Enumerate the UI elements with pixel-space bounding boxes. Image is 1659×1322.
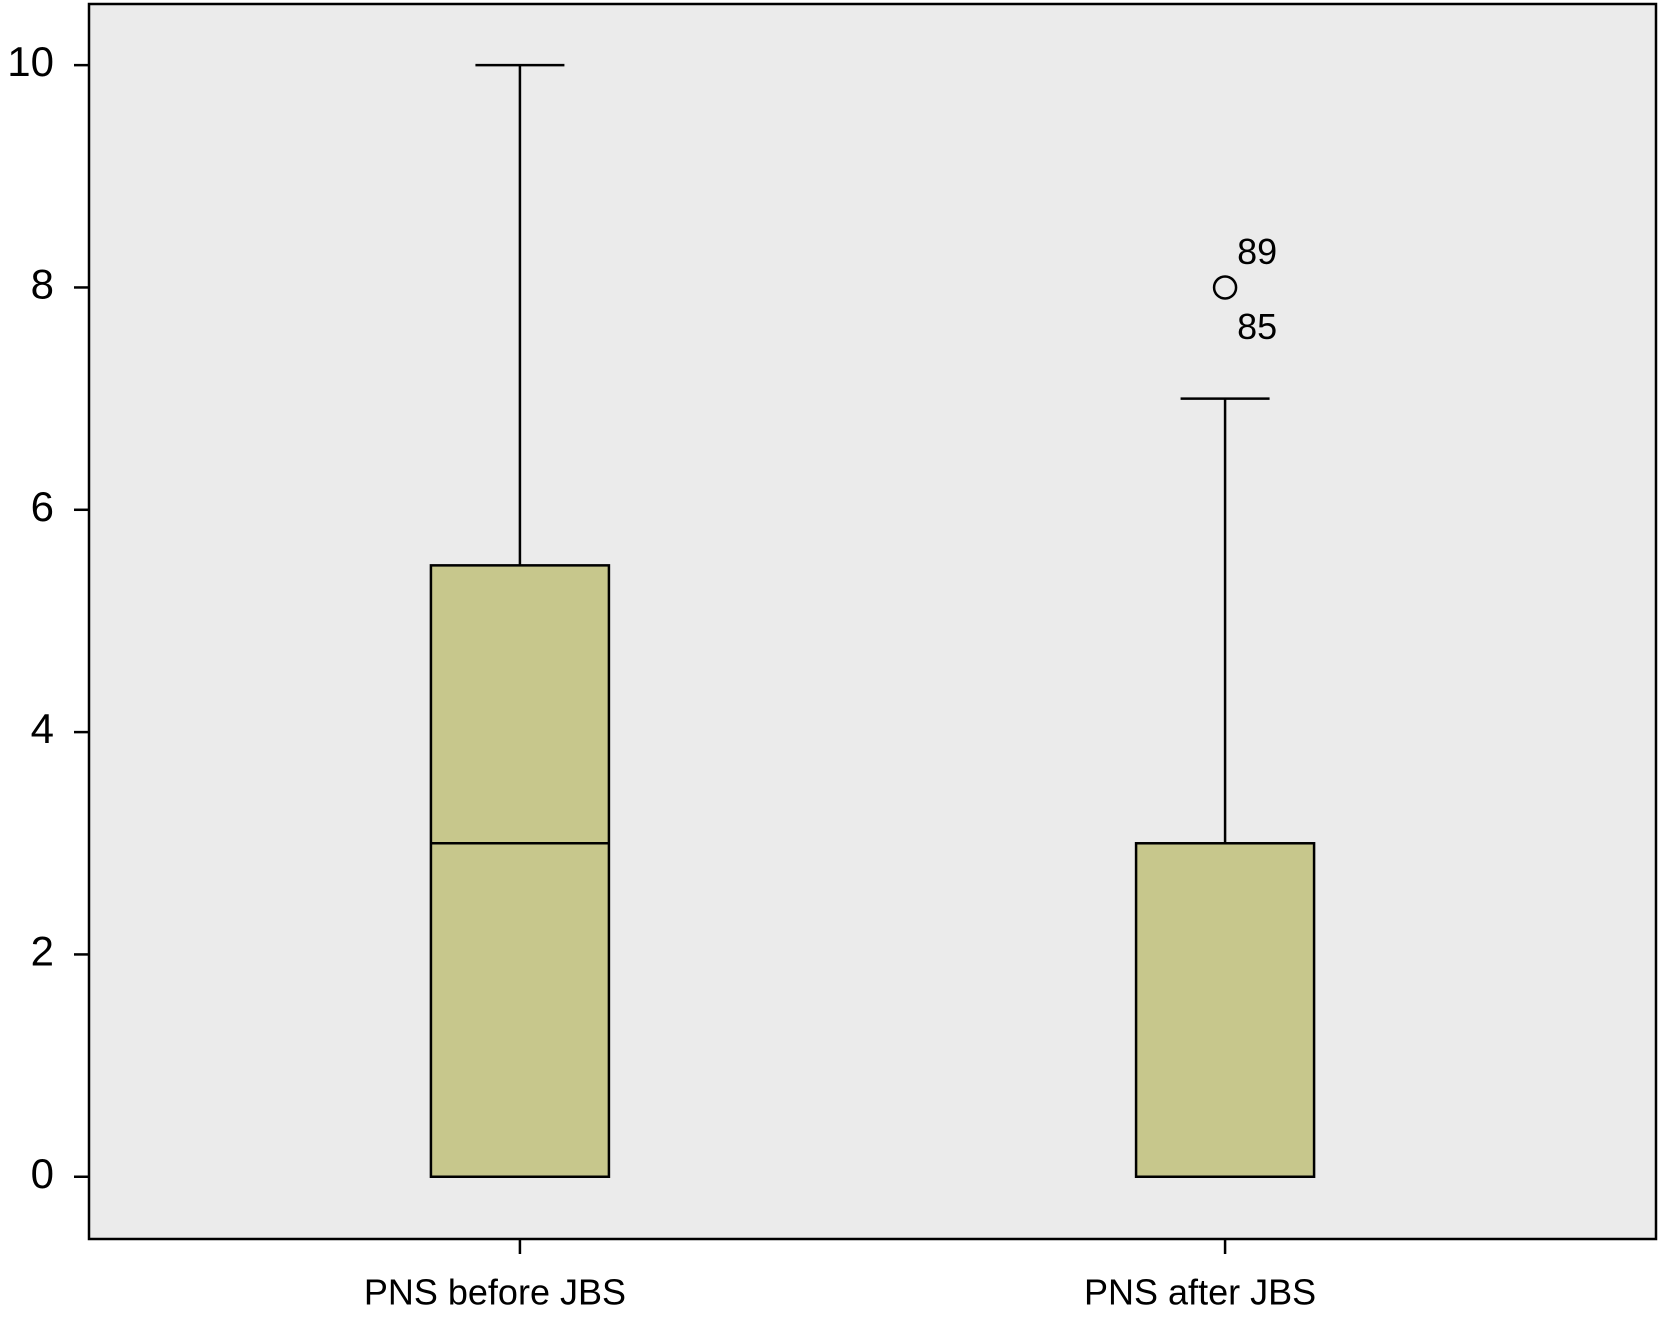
x-tick-label: PNS after JBS [1084, 1272, 1316, 1313]
outlier-label: 89 [1237, 231, 1277, 272]
y-tick-label: 2 [31, 928, 54, 975]
plot-area [87, 2, 1658, 1241]
x-tick-label: PNS before JBS [364, 1272, 626, 1313]
outlier-label: 85 [1237, 306, 1277, 347]
y-tick-label: 6 [31, 483, 54, 530]
y-tick-label: 8 [31, 261, 54, 308]
box [1134, 842, 1316, 1178]
box [429, 564, 611, 1178]
y-tick-label: 0 [31, 1150, 54, 1197]
outlier [1212, 275, 1238, 300]
y-tick-label: 4 [31, 705, 54, 752]
y-tick-label: 10 [7, 38, 54, 85]
